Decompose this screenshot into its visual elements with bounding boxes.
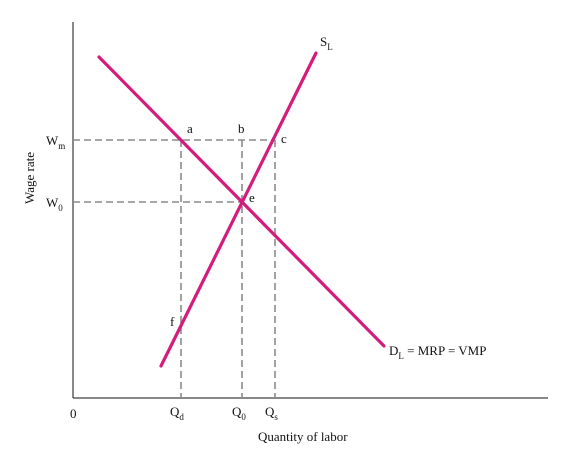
point-label-e: e bbox=[249, 190, 255, 205]
guide-lines bbox=[73, 139, 276, 398]
origin-label: 0 bbox=[70, 406, 77, 421]
x-axis-title: Quantity of labor bbox=[258, 429, 348, 444]
supply-curve-label: SL bbox=[320, 34, 333, 52]
x-tick-qd: Qd bbox=[170, 404, 184, 422]
y-tick-w0: W0 bbox=[46, 195, 63, 213]
y-axis-title: Wage rate bbox=[22, 152, 37, 204]
x-tick-qs: Qs bbox=[265, 404, 278, 422]
point-label-b: b bbox=[238, 121, 245, 136]
demand-curve-label: DL = MRP = VMP bbox=[389, 343, 486, 361]
point-label-a: a bbox=[187, 121, 193, 136]
supply-curve bbox=[159, 51, 318, 368]
x-tick-q0: Q0 bbox=[232, 404, 246, 422]
y-tick-wm: Wm bbox=[46, 133, 65, 151]
point-label-f: f bbox=[170, 314, 175, 329]
point-label-c: c bbox=[281, 131, 287, 146]
